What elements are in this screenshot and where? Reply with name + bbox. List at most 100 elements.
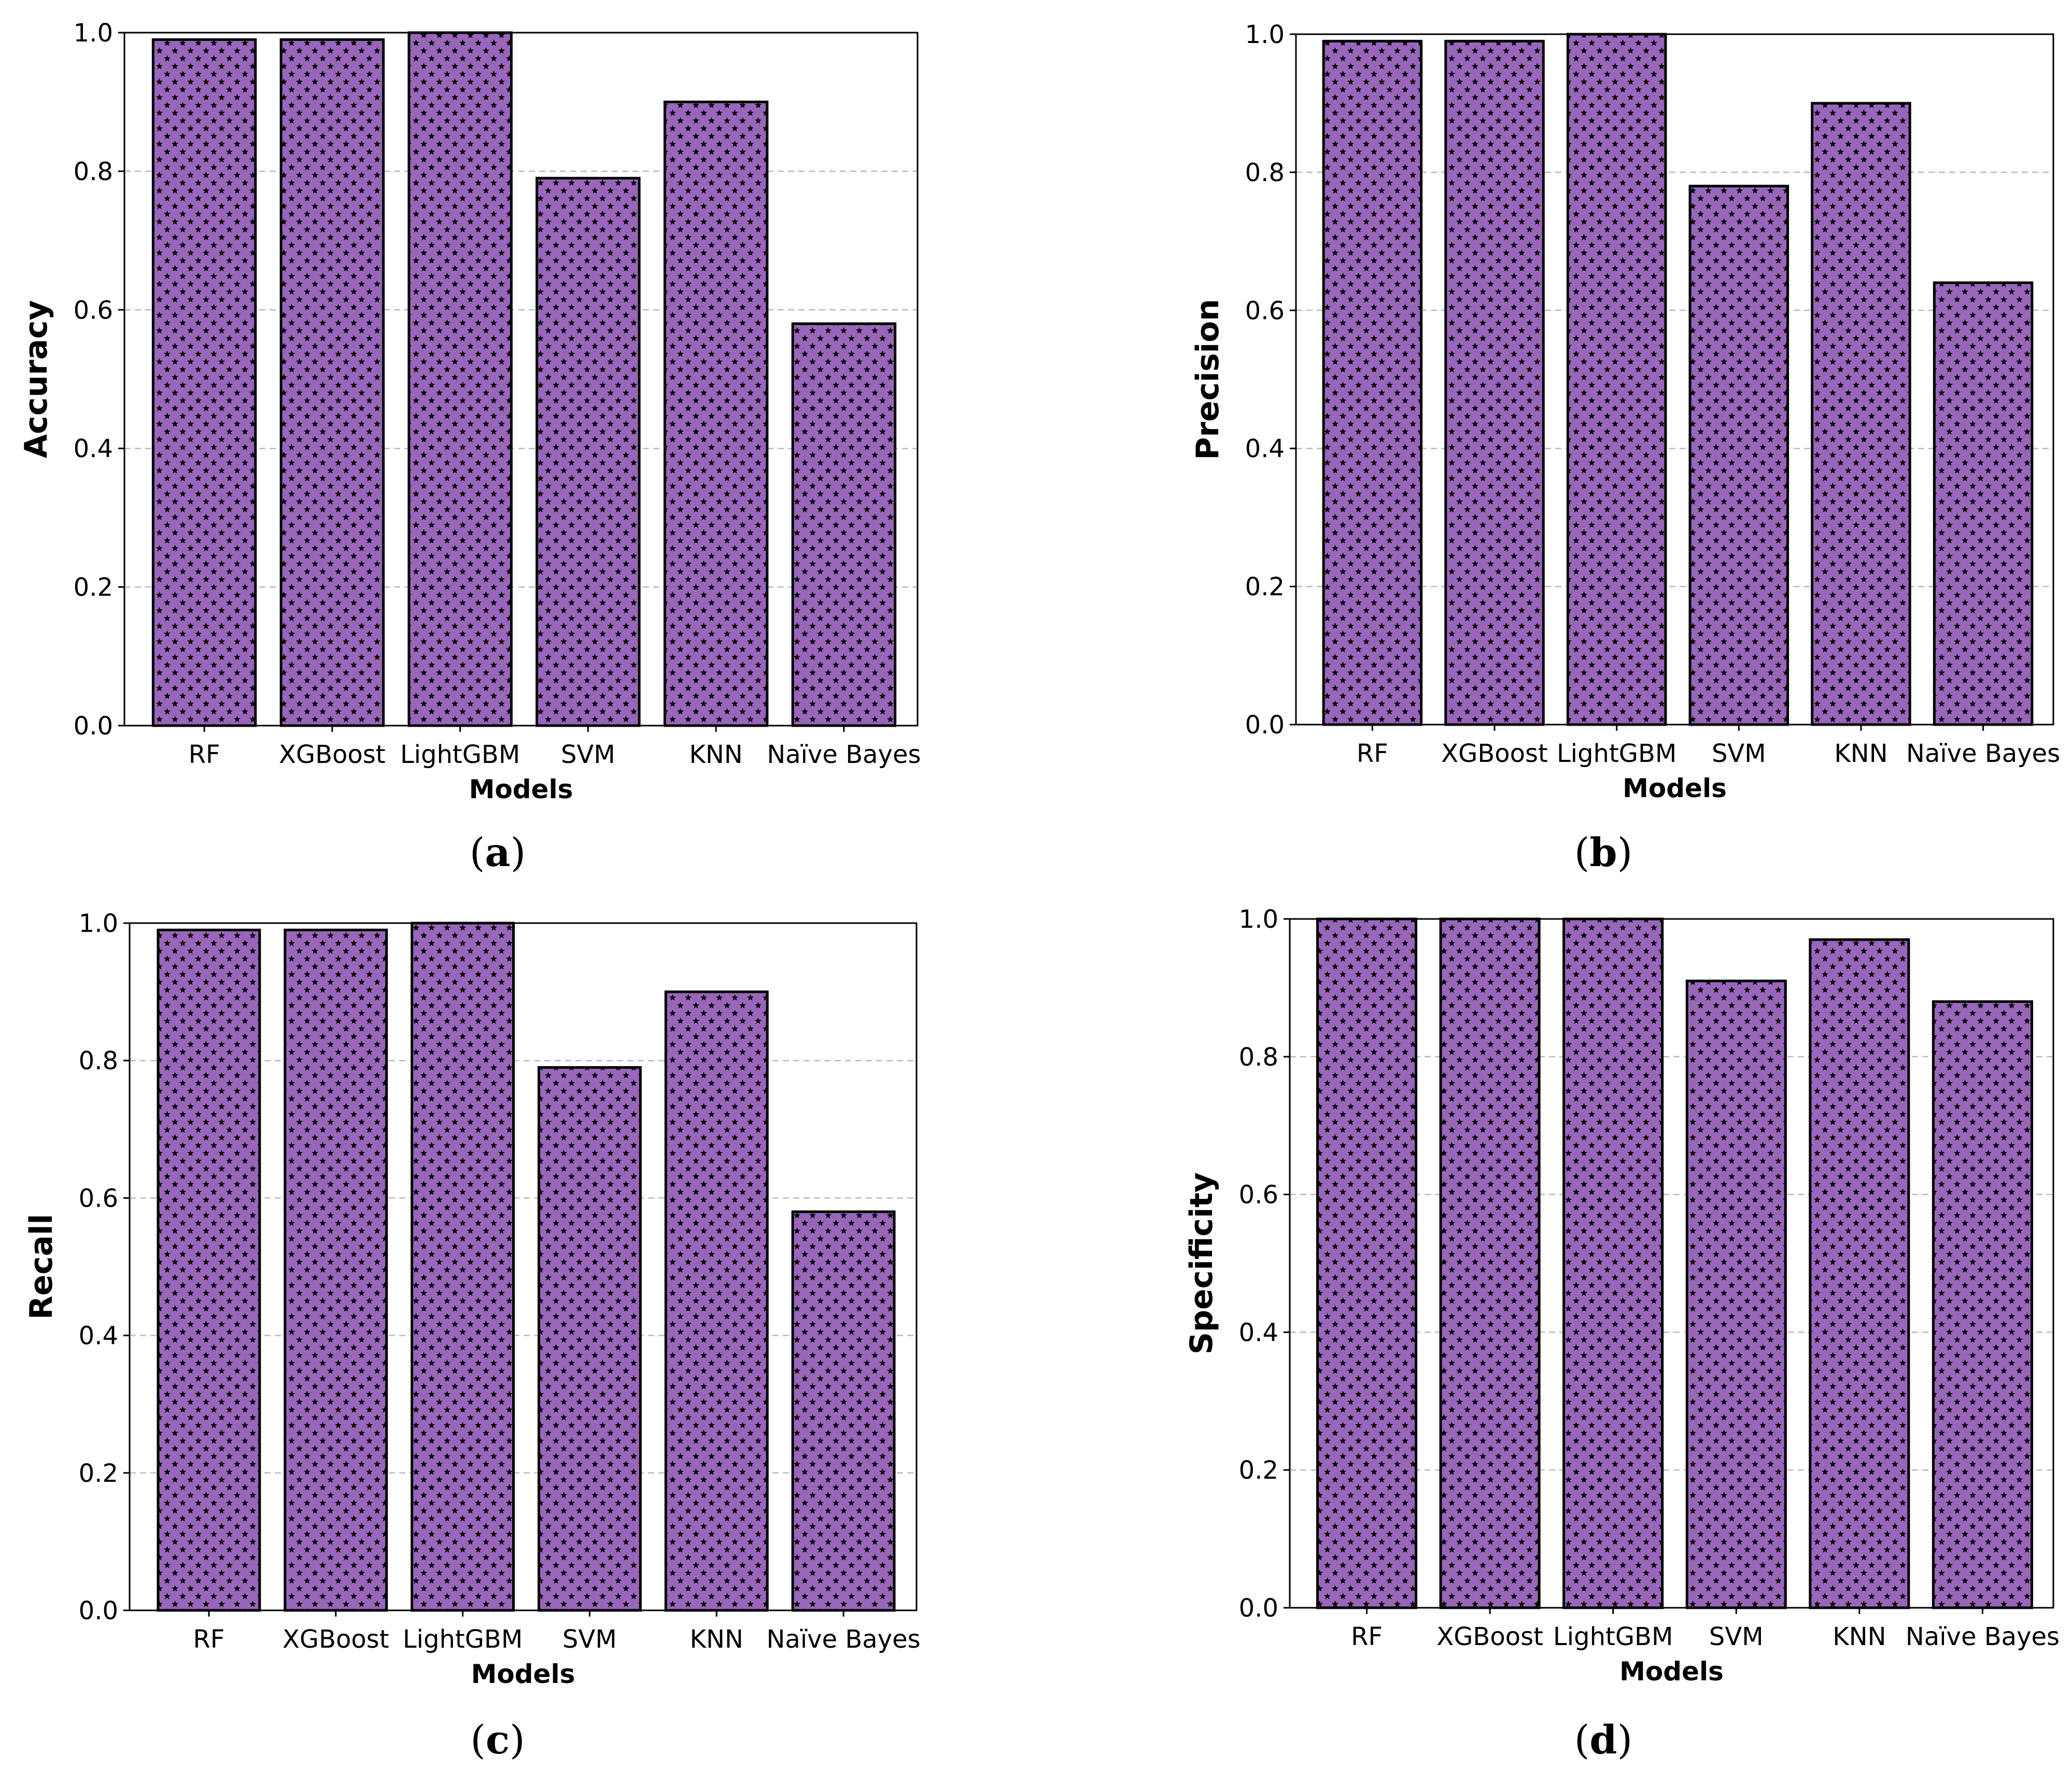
recall-chart: RF XGBoost LightGBM SVM KNN Naïve Bayes 0.0 0.2… — [23, 909, 921, 1689]
y-tick-label: 0.2 — [79, 1459, 118, 1488]
bar-svm — [535, 177, 641, 727]
chart-panel-precision: RF XGBoost LightGBM SVM KNN Naïve Bayes 0.0 0.2… — [1036, 0, 2072, 885]
x-tick-label: SVM — [561, 740, 615, 769]
x-tick-label: Naïve Bayes — [1906, 739, 2060, 768]
y-tick-label: 0.6 — [1239, 1181, 1278, 1210]
bar-knn — [664, 990, 769, 1612]
panel-caption-b: (b) — [1574, 829, 1633, 875]
x-tick-label: LightGBM — [1553, 1622, 1673, 1651]
bar-lightgbm — [1562, 917, 1664, 1609]
bar-rf — [157, 928, 261, 1612]
x-tick-label: LightGBM — [403, 1625, 523, 1654]
y-axis-label: Recall — [23, 1214, 60, 1320]
specificity-chart: RF XGBoost LightGBM SVM KNN Naïve Bayes 0.0 0.2… — [1183, 905, 2060, 1687]
y-tick-label: 1.0 — [79, 909, 118, 938]
x-tick-label: SVM — [1709, 1622, 1764, 1651]
chart-panel-recall: RF XGBoost LightGBM SVM KNN Naïve Bayes 0.0 0.2… — [0, 885, 1036, 1770]
bar-lightgbm — [1566, 33, 1667, 726]
bar-na-ve-bayes — [791, 322, 897, 727]
y-tick-label: 0.6 — [74, 296, 113, 325]
plot-frame — [1289, 918, 2054, 1609]
y-gridlines — [130, 1059, 917, 1474]
panel-caption-d: (d) — [1574, 1717, 1633, 1763]
x-axis-label: Models — [471, 1659, 575, 1689]
y-tick-label: 0.0 — [1239, 1594, 1278, 1623]
y-tick-label: 0.0 — [79, 1596, 118, 1625]
bar-xgboost — [284, 928, 388, 1612]
bar-na-ve-bayes — [1933, 281, 2034, 726]
panel-caption-c: (c) — [470, 1717, 525, 1763]
bars — [1322, 33, 2034, 726]
bar-na-ve-bayes — [791, 1210, 896, 1612]
x-tick-label: KNN — [689, 740, 743, 769]
y-tick-label: 0.4 — [1245, 434, 1285, 463]
bar-svm — [1685, 980, 1787, 1609]
x-tick-label: RF — [1357, 739, 1388, 768]
y-tick-label: 1.0 — [1239, 905, 1278, 934]
plot-frame — [1295, 33, 2054, 726]
x-tick-label: XGBoost — [283, 1625, 389, 1654]
x-tick-label: XGBoost — [1441, 739, 1548, 768]
y-tick-label: 0.2 — [74, 573, 113, 602]
x-tick-label: Naïve Bayes — [1906, 1622, 2060, 1651]
chart-panel-accuracy: RF XGBoost LightGBM SVM KNN Naïve Bayes 0.0 0.2… — [0, 0, 1036, 885]
y-tick-label: 1.0 — [74, 19, 113, 48]
x-axis-label: Models — [469, 774, 573, 804]
y-tick-label: 1.0 — [1245, 20, 1285, 49]
x-tick-label: RF — [193, 1625, 224, 1654]
bar-svm — [1688, 185, 1789, 726]
x-axis-label: Models — [1619, 1656, 1724, 1687]
x-tick-label: RF — [189, 740, 220, 769]
bar-xgboost — [1439, 917, 1541, 1609]
y-gridlines — [124, 171, 918, 588]
y-tick-label: 0.2 — [1239, 1456, 1278, 1485]
y-tick-label: 0.2 — [1245, 573, 1285, 602]
bar-svm — [537, 1066, 642, 1612]
bar-xgboost — [1444, 39, 1545, 726]
x-tick-label: KNN — [1834, 739, 1887, 768]
y-tick-label: 0.6 — [1245, 296, 1285, 325]
x-tick-label: Naïve Bayes — [767, 740, 921, 769]
bar-knn — [1809, 938, 1910, 1609]
y-tick-label: 0.8 — [1239, 1043, 1278, 1072]
bar-lightgbm — [407, 31, 513, 727]
x-tick-label: LightGBM — [400, 740, 520, 769]
bars — [157, 922, 896, 1612]
bar-xgboost — [279, 38, 385, 727]
precision-chart: RF XGBoost LightGBM SVM KNN Naïve Bayes 0.0 0.2… — [1190, 20, 2060, 803]
plot-frame — [129, 922, 918, 1611]
panel-caption-a: (a) — [469, 829, 526, 875]
y-tick-label: 0.0 — [74, 712, 113, 741]
bars — [1316, 917, 2033, 1609]
y-tick-label: 0.6 — [79, 1184, 118, 1213]
y-axis-label: Precision — [1190, 299, 1226, 460]
x-tick-label: XGBoost — [279, 740, 386, 769]
y-tick-label: 0.4 — [74, 434, 113, 463]
accuracy-chart: RF XGBoost LightGBM SVM KNN Naïve Bayes 0.0 0.2… — [18, 19, 921, 804]
bars — [151, 31, 897, 727]
x-tick-label: SVM — [1712, 739, 1766, 768]
chart-panel-specificity: RF XGBoost LightGBM SVM KNN Naïve Bayes 0.0 0.2… — [1036, 885, 2072, 1770]
x-tick-label: KNN — [1833, 1622, 1886, 1651]
y-tick-label: 0.0 — [1245, 711, 1285, 740]
bar-knn — [1811, 102, 1911, 726]
y-axis-label: Specificity — [1183, 1172, 1220, 1354]
y-tick-label: 0.8 — [1245, 158, 1285, 187]
bar-knn — [663, 101, 769, 727]
y-axis-label: Accuracy — [18, 300, 54, 458]
x-tick-label: Naïve Bayes — [767, 1625, 921, 1654]
y-tick-label: 0.4 — [1239, 1318, 1278, 1347]
x-tick-label: XGBoost — [1436, 1622, 1543, 1651]
bar-rf — [1322, 39, 1423, 726]
y-tick-label: 0.8 — [74, 157, 113, 186]
x-tick-label: SVM — [562, 1625, 617, 1654]
x-axis-label: Models — [1623, 773, 1727, 803]
x-tick-label: KNN — [690, 1625, 743, 1654]
bar-rf — [151, 38, 257, 727]
y-tick-label: 0.4 — [79, 1322, 118, 1351]
plot-frame — [123, 32, 919, 727]
x-tick-label: RF — [1351, 1622, 1383, 1651]
y-tick-label: 0.8 — [79, 1046, 118, 1075]
bar-lightgbm — [411, 922, 515, 1612]
x-tick-label: LightGBM — [1557, 739, 1676, 768]
